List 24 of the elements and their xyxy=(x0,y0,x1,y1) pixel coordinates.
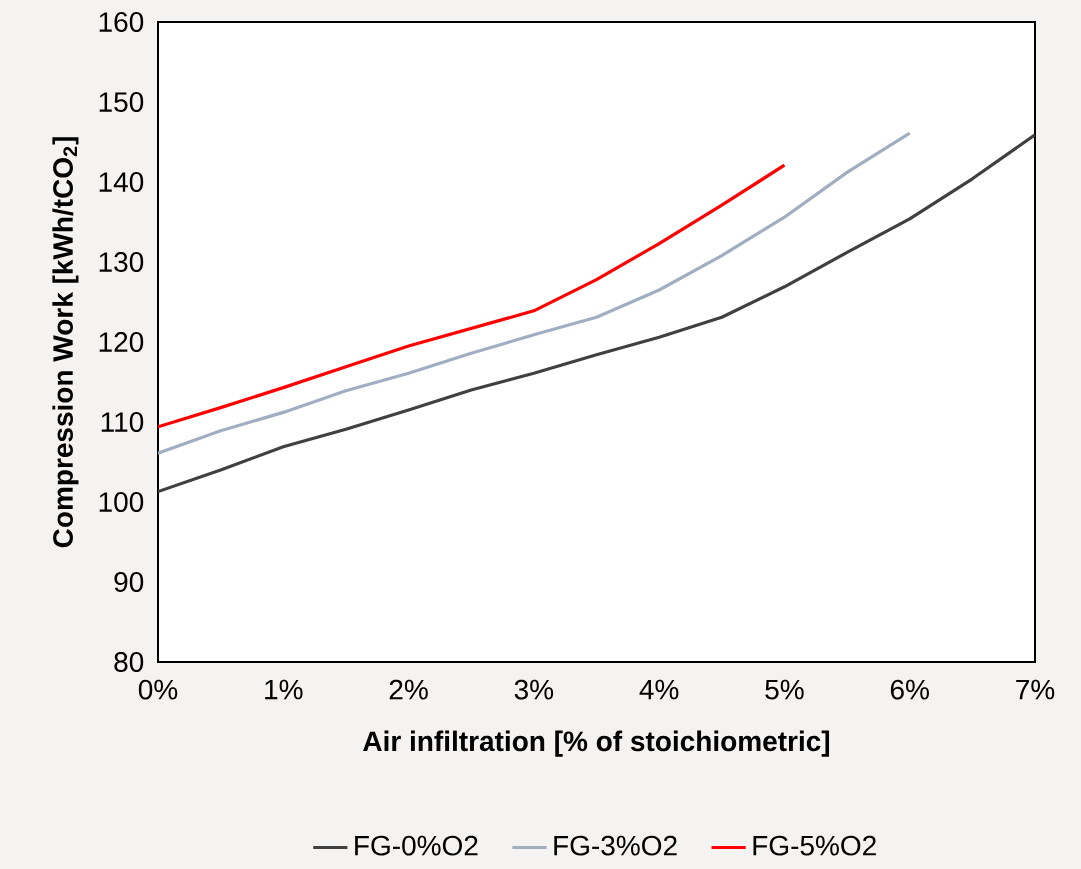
x-axis-title: Air infiltration [% of stoichiometric] xyxy=(363,730,830,757)
x-tick-label: 0% xyxy=(138,679,178,700)
y-tick-label: 120 xyxy=(99,332,144,352)
line-series xyxy=(158,131,912,455)
y-tick-label: 140 xyxy=(99,172,144,192)
y-tick-label: 150 xyxy=(99,92,144,112)
y-tick-label: 90 xyxy=(114,572,144,592)
legend-label: FG-0%O2 xyxy=(355,835,478,856)
legend-label: FG-5%O2 xyxy=(753,835,876,856)
legend-label: FG-3%O2 xyxy=(554,835,677,856)
y-tick-label: 130 xyxy=(99,252,144,272)
x-tick-label: 7% xyxy=(1016,679,1055,700)
x-tick-label: 3% xyxy=(514,679,554,700)
x-tick-label: 2% xyxy=(389,679,428,700)
y-tick-label: 80 xyxy=(114,652,144,672)
line-series xyxy=(158,133,1035,494)
y-axis-title: Compression Work [kWh/tCO$_{2}$] xyxy=(52,137,79,548)
x-tick-label: 5% xyxy=(765,679,804,700)
y-tick-label: 110 xyxy=(101,412,144,432)
x-tick-label: 4% xyxy=(639,679,679,700)
y-tick-label: 160 xyxy=(99,12,144,32)
x-tick-label: 6% xyxy=(890,679,929,700)
y-tick-label: 100 xyxy=(99,492,144,512)
x-tick-label: 1% xyxy=(265,679,303,700)
